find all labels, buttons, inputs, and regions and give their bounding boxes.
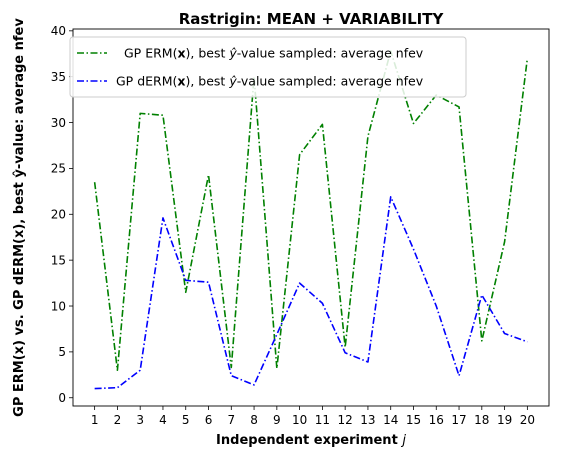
y-tick-label: 0	[58, 391, 66, 405]
x-tick-label: 1	[91, 413, 99, 427]
x-tick-label: 16	[429, 413, 444, 427]
y-tick-label: 30	[51, 116, 66, 130]
y-tick-label: 35	[51, 70, 66, 84]
legend-box	[69, 36, 467, 98]
x-tick-label: 2	[114, 413, 122, 427]
plot-frame	[72, 28, 550, 407]
series-layer	[93, 50, 529, 390]
y-tick-label: 10	[51, 299, 66, 313]
legend-entry-derm: GP dERM(x), best ŷ-value sampled: averag…	[116, 74, 424, 89]
y-tick-label: 15	[51, 253, 66, 267]
series-line-erm	[93, 50, 529, 372]
legend-derm-part-d: ŷ	[228, 74, 237, 89]
x-tick-label: 15	[406, 413, 421, 427]
x-tick-label: 9	[273, 413, 281, 427]
legend-derm-part-b: x	[177, 74, 185, 89]
legend-derm-part-c: ), best	[185, 74, 229, 89]
x-tick-label: 11	[315, 413, 330, 427]
x-tick-label: 12	[338, 413, 353, 427]
x-tick-label: 20	[520, 413, 535, 427]
legend-erm-part-c: ), best	[186, 46, 230, 61]
y-tick-label: 20	[51, 208, 66, 222]
x-tick-label: 19	[497, 413, 512, 427]
x-tick-label: 3	[136, 413, 144, 427]
legend: GP ERM(x), best ŷ-value sampled: average…	[69, 36, 467, 98]
y-tick-label: 25	[51, 162, 66, 176]
y-tick-label: 40	[51, 24, 66, 38]
x-tick-label: 6	[205, 413, 213, 427]
x-axis: 1 2 3 4 5 6 7 8 9 10 11 12 13 14 15 16 17 18 19 20	[91, 406, 535, 427]
x-tick-label: 18	[474, 413, 489, 427]
legend-erm-part-b: x	[177, 46, 185, 61]
legend-derm-part-e: -value sampled: average nfev	[237, 74, 424, 89]
x-axis-label-text: Independent experiment	[216, 433, 402, 448]
x-tick-label: 17	[451, 413, 466, 427]
legend-erm-part-a: GP ERM(	[124, 46, 177, 61]
y-axis: 0 5 10 15 20 25 30 35 40	[51, 24, 73, 405]
x-tick-label: 5	[182, 413, 190, 427]
chart-title: Rastrigin: MEAN + VARIABILITY	[179, 10, 445, 28]
x-tick-label: 14	[383, 413, 398, 427]
legend-entry-erm: GP ERM(x), best ŷ-value sampled: average…	[124, 46, 424, 61]
x-tick-label: 13	[360, 413, 375, 427]
legend-derm-part-a: GP dERM(	[116, 74, 177, 89]
x-tick-label: 7	[227, 413, 235, 427]
y-axis-label: GP ERM(x) vs. GP dERM(x), best ŷ-value: …	[12, 18, 27, 417]
x-tick-label: 4	[159, 413, 167, 427]
legend-erm-part-e: -value sampled: average nfev	[237, 46, 424, 61]
series-line-derm	[94, 196, 528, 390]
x-axis-label: Independent experiment j	[216, 433, 406, 448]
x-tick-label: 8	[250, 413, 258, 427]
x-axis-label-var: j	[400, 433, 406, 448]
x-tick-label: 10	[292, 413, 307, 427]
y-tick-label: 5	[58, 345, 66, 359]
legend-erm-part-d: ŷ	[228, 46, 237, 61]
